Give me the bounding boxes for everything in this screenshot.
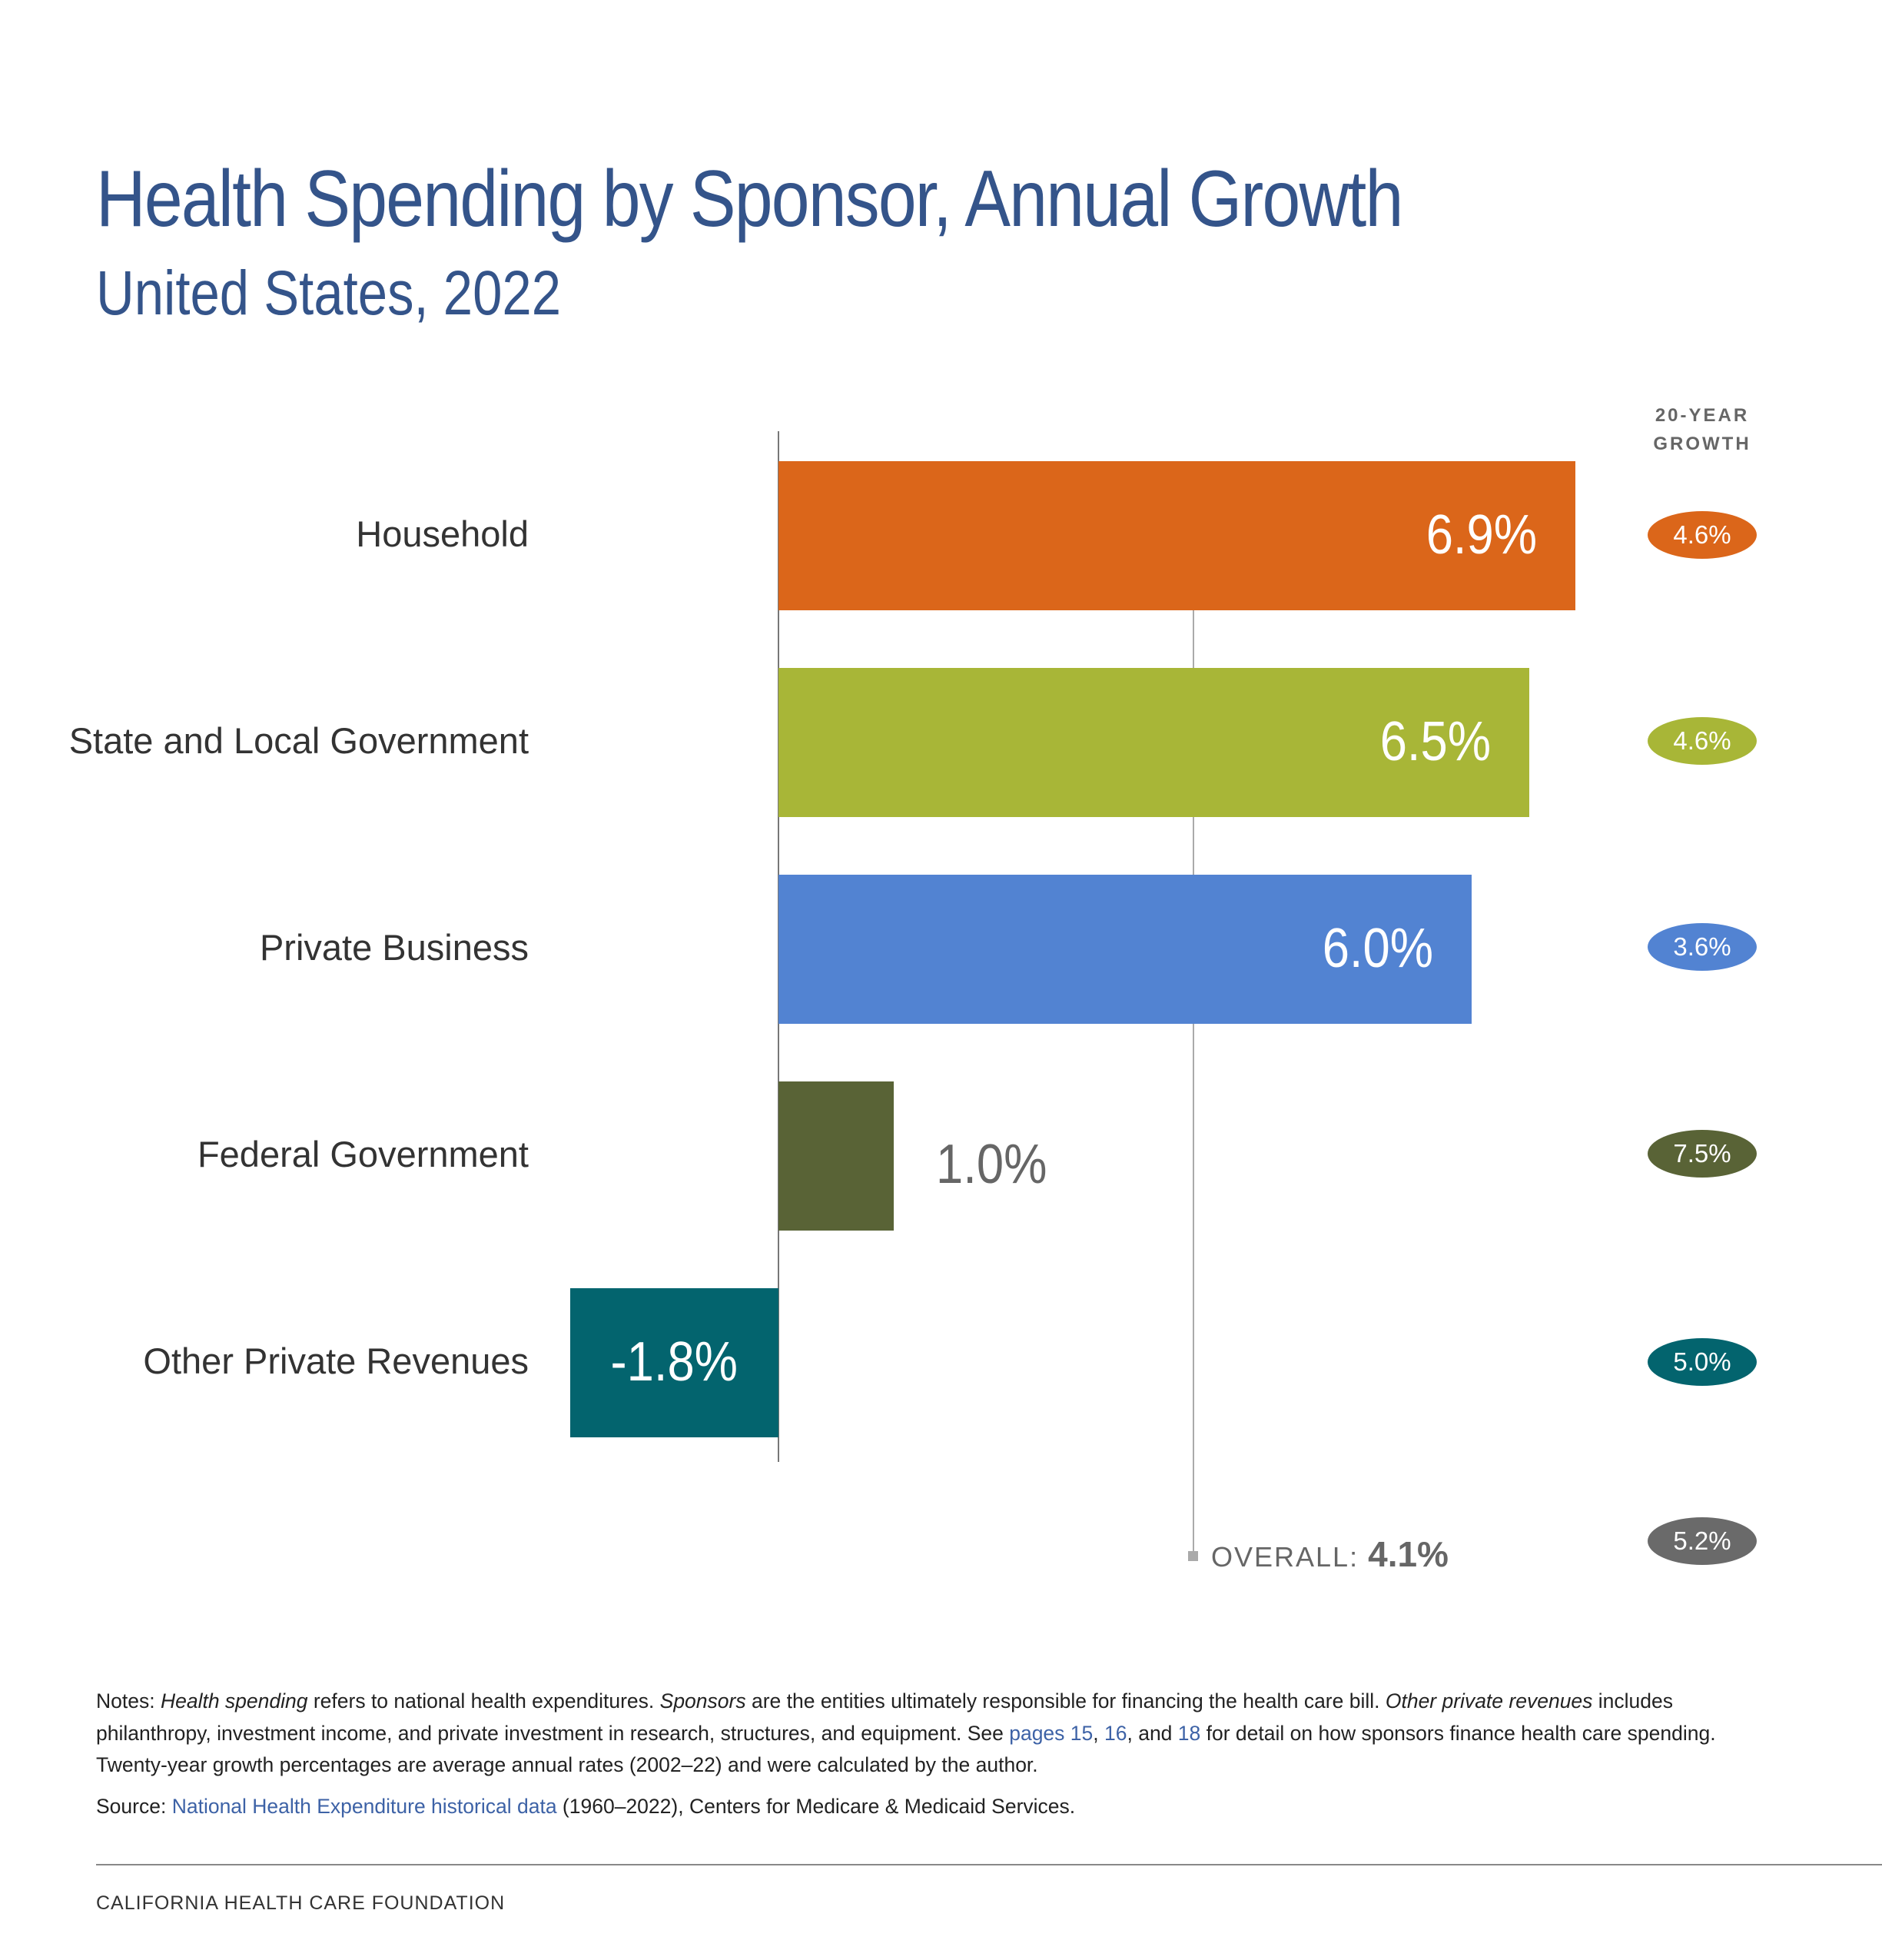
category-label: Other Private Revenues xyxy=(143,1340,529,1381)
bar-value-label: 6.9% xyxy=(1426,504,1538,566)
overall-text: OVERALL: xyxy=(1211,1541,1359,1573)
twenty-year-growth-pill: 3.6% xyxy=(1648,923,1757,971)
bar-value-label: 6.5% xyxy=(1379,711,1491,772)
bar xyxy=(778,875,1472,1024)
bar xyxy=(778,668,1529,817)
notes-term: Sponsors xyxy=(659,1689,746,1713)
bar-value-label: -1.8% xyxy=(610,1331,739,1393)
overall-label: OVERALL: 4.1% xyxy=(1211,1533,1449,1575)
category-label: Household xyxy=(356,513,529,554)
notes-text: , xyxy=(1093,1722,1104,1745)
notes-text: are the entities ultimately responsible … xyxy=(745,1689,1386,1713)
notes-text: philanthropy, investment income, and pri… xyxy=(96,1722,1010,1745)
page-16-link[interactable]: 16 xyxy=(1104,1722,1127,1745)
bar xyxy=(570,1288,778,1437)
chart-title: Health Spending by Sponsor, Annual Growt… xyxy=(96,154,1403,244)
notes-prefix: Notes: xyxy=(96,1689,161,1713)
bar xyxy=(778,1081,895,1231)
overall-marker xyxy=(1188,1551,1198,1561)
chart-subtitle: United States, 2022 xyxy=(96,258,562,328)
source-prefix: Source: xyxy=(96,1795,172,1818)
notes-term: Health spending xyxy=(160,1689,308,1713)
pages-15-link[interactable]: pages 15 xyxy=(1009,1722,1094,1745)
notes-line-3: Twenty-year growth percentages are avera… xyxy=(96,1753,1038,1776)
bar-value-label: 6.0% xyxy=(1322,918,1433,979)
notes-text: refers to national health expenditures. xyxy=(307,1689,660,1713)
notes-text: for detail on how sponsors finance healt… xyxy=(1200,1722,1716,1745)
twenty-year-growth-pill: 7.5% xyxy=(1648,1130,1757,1178)
overall-value: 4.1% xyxy=(1368,1534,1449,1574)
source-link[interactable]: National Health Expenditure historical d… xyxy=(171,1795,557,1818)
category-label: Private Business xyxy=(259,927,529,968)
notes-text: , and xyxy=(1127,1722,1178,1745)
footer-divider xyxy=(96,1864,1882,1865)
twenty-year-growth-pill: 4.6% xyxy=(1648,717,1757,765)
page-18-link[interactable]: 18 xyxy=(1177,1722,1201,1745)
notes-term: Other private revenues xyxy=(1385,1689,1593,1713)
source-text: (1960–2022), Centers for Medicare & Medi… xyxy=(556,1795,1076,1818)
source-line: Source: National Health Expenditure hist… xyxy=(96,1795,1075,1819)
category-label: State and Local Government xyxy=(68,720,529,761)
footer-org: CALIFORNIA HEALTH CARE FOUNDATION xyxy=(96,1892,506,1914)
twenty-year-growth-pill: 4.6% xyxy=(1648,511,1757,559)
notes-line-1: Notes: Health spending refers to nationa… xyxy=(96,1689,1673,1713)
bar-value-label: 1.0% xyxy=(936,1134,1047,1195)
bar xyxy=(778,461,1576,610)
notes-line-2: philanthropy, investment income, and pri… xyxy=(96,1722,1716,1746)
twenty-year-growth-pill: 5.0% xyxy=(1648,1338,1757,1386)
overall-reference-line xyxy=(1193,610,1194,1555)
twenty-year-growth-header: 20-YEAR GROWTH xyxy=(1653,405,1751,454)
notes-text: includes xyxy=(1592,1689,1674,1713)
twenty-year-growth-pill: 5.2% xyxy=(1648,1517,1757,1565)
category-label: Federal Government xyxy=(197,1134,529,1174)
